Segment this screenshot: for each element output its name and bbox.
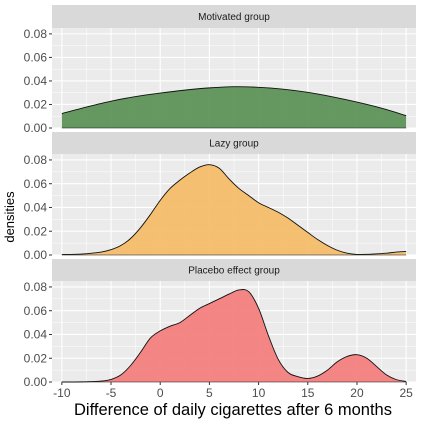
density-line: [61, 86, 407, 117]
density-area: [61, 86, 407, 128]
density-line: [61, 289, 407, 383]
x-tick-label: 25: [399, 386, 413, 400]
y-tick-label: 0.00: [24, 121, 48, 135]
y-tick-label: 0.04: [24, 328, 48, 342]
x-tick-label: 10: [252, 386, 266, 400]
facet-strip: [52, 5, 416, 28]
facet-strip-label: Lazy group: [209, 139, 259, 150]
facet-strip-label: Motivated group: [198, 12, 270, 23]
x-tick-label: -10: [53, 386, 71, 400]
y-tick-label: 0.06: [24, 51, 48, 65]
density-area: [61, 289, 407, 382]
facet-strip-label: Placebo effect group: [188, 266, 280, 277]
y-tick-label: 0.04: [24, 74, 48, 88]
y-tick-label: 0.08: [24, 280, 48, 294]
x-tick-label: -5: [106, 386, 117, 400]
y-tick-label: 0.04: [24, 201, 48, 215]
y-tick-label: 0.08: [24, 153, 48, 167]
y-tick-label: 0.02: [24, 351, 48, 365]
facet-panel: Motivated group 0.00 0.02 0.04 0.06 0.08: [24, 5, 416, 135]
facet-panel: Lazy group 0.00 0.02 0.04 0.06 0.08: [24, 132, 416, 262]
y-axis-title: densities: [2, 191, 17, 243]
x-tick-label: 15: [301, 386, 315, 400]
y-tick-label: 0.00: [24, 248, 48, 262]
density-area: [61, 164, 407, 255]
y-tick-label: 0.06: [24, 304, 48, 318]
facet-strip: [52, 259, 416, 281]
y-tick-label: 0.00: [24, 375, 48, 389]
y-tick-label: 0.02: [24, 224, 48, 238]
x-tick-label: 20: [350, 386, 364, 400]
y-tick-label: 0.02: [24, 98, 48, 112]
facet-strip: [52, 132, 416, 154]
density-line: [61, 164, 407, 255]
facet-panel: Placebo effect group 0.00 0.02 0.04 0.06 0.08: [24, 259, 416, 389]
y-tick-label: 0.08: [24, 27, 48, 41]
x-tick-label: 5: [206, 386, 213, 400]
x-axis-title: Difference of daily cigarettes after 6 m…: [74, 401, 392, 419]
x-tick-label: 0: [157, 386, 164, 400]
y-tick-label: 0.06: [24, 177, 48, 191]
